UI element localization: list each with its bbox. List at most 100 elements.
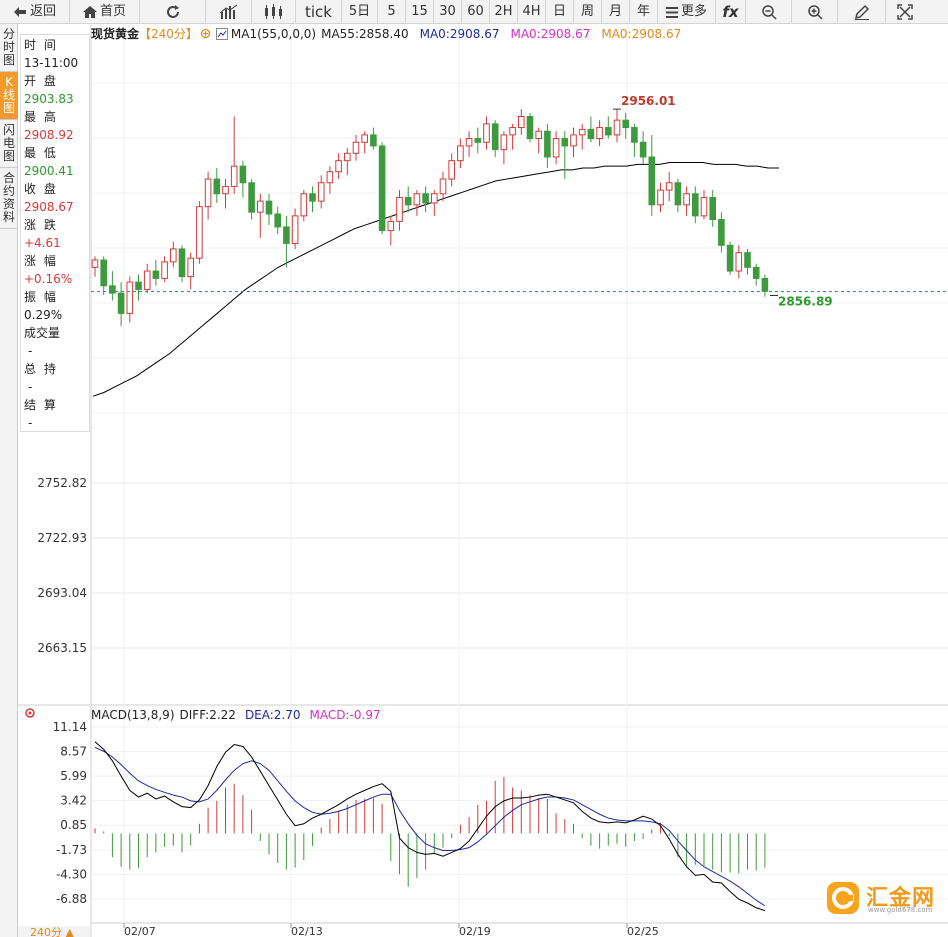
macd-tick-label: -6.88 — [56, 892, 87, 906]
candle-up — [483, 123, 490, 143]
bottom-period-label: 240分 ▲ — [30, 926, 74, 937]
candle-down — [631, 127, 638, 143]
price-tick-label: 2693.04 — [37, 586, 87, 600]
zoom-out-icon — [761, 5, 777, 20]
more-button[interactable]: 更多 — [658, 0, 716, 24]
diff-line — [94, 741, 766, 912]
high-label: 最 高 — [24, 110, 58, 124]
side-tabs: 分时图 K线图 闪电图 合约资料 — [0, 24, 18, 937]
date-tick-label: 02/19 — [459, 925, 491, 937]
price-tick-label: 2752.82 — [37, 476, 87, 490]
indicator-edit-icon[interactable] — [215, 27, 228, 40]
refresh-icon — [166, 5, 179, 18]
tab-kline[interactable]: K线图 — [0, 72, 18, 120]
tab-flash[interactable]: 闪电图 — [0, 120, 18, 168]
candle-down — [491, 123, 499, 151]
period-4h[interactable]: 4H — [518, 0, 546, 24]
home-button[interactable]: 首页 — [70, 0, 140, 24]
candle-up — [552, 138, 560, 158]
formula-button[interactable]: fx — [716, 0, 746, 24]
candle-down — [404, 196, 412, 206]
zoom-out-button[interactable] — [746, 0, 792, 24]
candle-down — [561, 138, 569, 147]
draw-button[interactable] — [838, 0, 886, 24]
back-arrow-icon — [13, 7, 26, 17]
period-label: 60 — [467, 4, 484, 19]
open-value: 2903.83 — [24, 92, 74, 106]
ma0-value-a: MA0:2908.67 — [419, 26, 500, 41]
candle-up — [291, 215, 299, 244]
candle-down — [213, 178, 221, 195]
candle-up — [326, 171, 334, 184]
candle-down — [265, 200, 273, 215]
candle-up — [300, 193, 308, 217]
period-label: 4H — [522, 4, 541, 19]
candle-up — [361, 134, 368, 143]
chart-area[interactable]: 2752.82 2722.93 2693.04 2663.15 02/07 02/13 02… — [0, 24, 948, 937]
dea-line — [94, 746, 766, 907]
date-tick-label: 02/13 — [291, 925, 323, 937]
expand-button[interactable] — [886, 0, 924, 24]
price-tick-label: 2663.15 — [37, 641, 87, 655]
close-value: 2908.67 — [24, 200, 74, 214]
candle-up — [352, 141, 360, 154]
period-label: 月 — [608, 4, 622, 19]
ma0-value-c: MA0:2908.67 — [601, 26, 682, 41]
period-label: 5日 — [348, 4, 371, 19]
candle-down — [135, 281, 142, 290]
ma1-label: MA1(55,0,0,0) — [230, 26, 317, 41]
tab-contract-info[interactable]: 合约资料 — [0, 168, 18, 229]
candlestick-type-button[interactable] — [206, 0, 252, 24]
zoom-in-button[interactable] — [792, 0, 838, 24]
period-5d[interactable]: 5日 — [342, 0, 378, 24]
tick-button[interactable]: tick — [296, 0, 342, 24]
tick-label: tick — [305, 3, 332, 21]
candle-down — [692, 193, 699, 217]
price-tick-label: 2722.93 — [37, 531, 87, 545]
volume-value: - — [28, 344, 33, 358]
candle-up — [230, 165, 238, 187]
candle-down — [761, 277, 769, 292]
period-60m[interactable]: 60 — [462, 0, 490, 24]
main-legend: 现货黄金 【240分】 MA1(55,0,0,0) MA55:2858.40 MA… — [91, 25, 681, 42]
high-value: 2908.92 — [24, 128, 74, 142]
candle-up — [387, 220, 395, 232]
macd-legend: MACD(13,8,9) DIFF:2.22 DEA:2.70 MACD:-0.… — [91, 708, 381, 722]
logo-text: 汇金网 — [866, 886, 936, 911]
candle-down — [605, 127, 612, 136]
menu-icon — [665, 6, 678, 18]
settings-icon[interactable] — [200, 28, 211, 39]
refresh-button[interactable] — [140, 0, 206, 24]
volume-label: 成交量 — [24, 326, 61, 340]
low-value: 2900.41 — [24, 164, 74, 178]
period-15m[interactable]: 15 — [406, 0, 434, 24]
back-button[interactable]: 返回 — [0, 0, 70, 24]
candle-up — [143, 270, 151, 290]
macd-name: MACD(13,8,9) — [91, 708, 175, 722]
candle-down — [109, 285, 116, 294]
candle-up — [613, 119, 621, 136]
tab-timeshare[interactable]: 分时图 — [0, 24, 18, 72]
candle-up — [657, 189, 664, 206]
candle-up — [91, 259, 99, 268]
candle-up — [335, 160, 342, 173]
period-2h[interactable]: 2H — [490, 0, 518, 24]
period-month[interactable]: 月 — [602, 0, 630, 24]
candle-down — [152, 270, 160, 279]
period-week[interactable]: 周 — [574, 0, 602, 24]
zoom-in-icon — [807, 5, 823, 20]
candle-up — [596, 127, 603, 140]
candle-down — [422, 193, 429, 204]
macd-settings-icon[interactable] — [25, 708, 35, 718]
ohlc-type-button[interactable] — [252, 0, 296, 24]
period-year[interactable]: 年 — [630, 0, 658, 24]
period-5m[interactable]: 5 — [378, 0, 406, 24]
period-day[interactable]: 日 — [546, 0, 574, 24]
candle-down — [709, 196, 717, 221]
period-30m[interactable]: 30 — [434, 0, 462, 24]
home-label: 首页 — [99, 4, 126, 19]
expand-icon — [897, 4, 913, 20]
date-tick-label: 02/25 — [627, 925, 659, 937]
candle-up — [665, 182, 673, 191]
candle-down — [274, 213, 281, 228]
